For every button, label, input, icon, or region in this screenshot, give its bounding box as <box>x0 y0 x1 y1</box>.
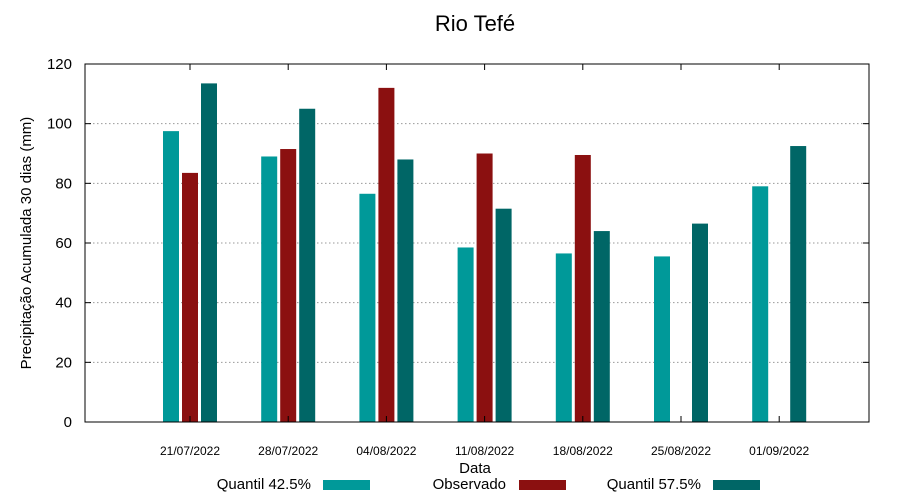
y-axis: 0 20 40 60 80 100 120 <box>47 56 869 431</box>
y-tick-label: 120 <box>47 56 72 73</box>
y-tick-label: 0 <box>64 414 72 431</box>
legend-swatch <box>713 480 760 490</box>
chart-title: Rio Tefé <box>435 11 515 36</box>
bar <box>182 172 198 422</box>
bars <box>163 83 807 423</box>
x-tick-label: 11/08/2022 <box>455 444 514 458</box>
x-tick-label: 01/09/2022 <box>749 444 809 458</box>
x-tick-label: 18/08/2022 <box>553 444 613 458</box>
y-tick-label: 40 <box>55 295 72 312</box>
legend-label: Quantil 42.5% <box>217 476 311 493</box>
bar <box>654 256 670 422</box>
y-tick-label: 60 <box>55 235 72 252</box>
y-axis-label: Precipitação Acumulada 30 dias (mm) <box>18 117 35 370</box>
x-tick-label: 28/07/2022 <box>258 444 318 458</box>
bar <box>201 83 217 423</box>
legend-label: Quantil 57.5% <box>607 476 701 493</box>
y-tick-label: 20 <box>55 354 72 371</box>
legend-swatch <box>519 480 566 490</box>
bar <box>457 247 474 422</box>
bar <box>692 223 708 422</box>
legend-label: Observado <box>433 476 506 493</box>
x-tick-label: 21/07/2022 <box>160 444 220 458</box>
bar <box>593 231 610 422</box>
x-tick-label: 25/08/2022 <box>651 444 711 458</box>
bar <box>574 154 591 422</box>
bar <box>299 108 316 422</box>
bar <box>790 146 807 422</box>
x-tick-label: 04/08/2022 <box>356 444 416 458</box>
bar <box>163 131 179 422</box>
bar <box>359 193 376 422</box>
x-axis: 21/07/2022 28/07/2022 04/08/2022 11/08/2022… <box>160 64 810 458</box>
x-axis-label: Data <box>459 460 491 477</box>
y-tick-label: 100 <box>47 116 72 133</box>
bar <box>555 253 572 422</box>
bar <box>476 153 493 422</box>
legend: Quantil 42.5% Observado Quantil 57.5% <box>217 476 760 493</box>
bar <box>378 87 395 422</box>
y-tick-label: 80 <box>55 175 72 192</box>
legend-swatch <box>323 480 370 490</box>
bar <box>261 156 278 422</box>
bar <box>495 208 512 422</box>
bar <box>397 159 414 422</box>
bar <box>280 149 297 422</box>
bar <box>752 186 769 422</box>
